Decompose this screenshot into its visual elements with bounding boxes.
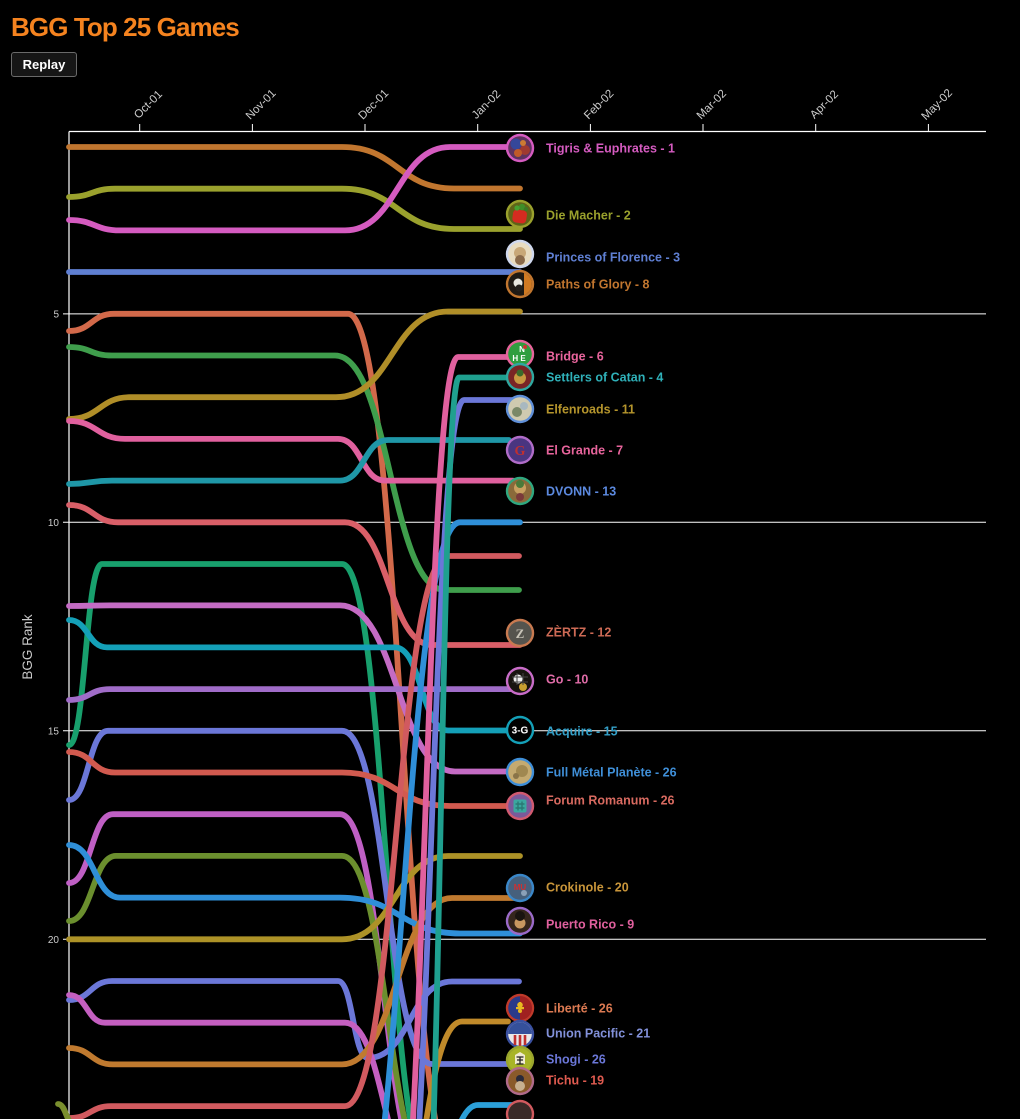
svg-text:Apr-02: Apr-02 — [808, 88, 841, 121]
svg-text:Tichu - 19: Tichu - 19 — [546, 1073, 604, 1087]
svg-text:El Grande - 7: El Grande - 7 — [546, 443, 623, 457]
svg-text:Die Macher - 2: Die Macher - 2 — [546, 208, 631, 222]
svg-text:Acquire - 15: Acquire - 15 — [546, 724, 618, 738]
svg-text:Tigris & Euphrates - 1: Tigris & Euphrates - 1 — [546, 141, 675, 155]
svg-text:10: 10 — [48, 518, 60, 529]
svg-text:20: 20 — [48, 935, 60, 946]
svg-text:Nov-01: Nov-01 — [244, 88, 279, 123]
svg-text:Bridge - 6: Bridge - 6 — [546, 349, 604, 363]
svg-text:Crokinole - 20: Crokinole - 20 — [546, 880, 629, 894]
svg-text:Mar-02: Mar-02 — [695, 88, 729, 122]
svg-text:Princes of Florence - 3: Princes of Florence - 3 — [546, 250, 680, 264]
svg-text:Liberté - 26: Liberté - 26 — [546, 1001, 613, 1015]
svg-text:Jan-02: Jan-02 — [470, 88, 503, 121]
svg-text:Go - 10: Go - 10 — [546, 672, 588, 686]
svg-text:3-G: 3-G — [512, 726, 529, 737]
svg-text:ZÈRTZ - 12: ZÈRTZ - 12 — [546, 624, 611, 639]
svg-text:G: G — [515, 444, 526, 459]
svg-text:5: 5 — [53, 309, 59, 320]
svg-text:Z: Z — [516, 626, 525, 641]
svg-text:Elfenroads - 11: Elfenroads - 11 — [546, 402, 635, 416]
svg-text:Union Pacific - 21: Union Pacific - 21 — [546, 1026, 650, 1040]
svg-text:H E: H E — [512, 354, 526, 363]
svg-text:Paths of Glory - 8: Paths of Glory - 8 — [546, 277, 650, 291]
svg-text:MU: MU — [514, 883, 527, 892]
svg-text:Shogi - 26: Shogi - 26 — [546, 1052, 606, 1066]
svg-text:N: N — [519, 345, 525, 354]
svg-text:Puerto Rico - 9: Puerto Rico - 9 — [546, 917, 634, 931]
svg-text:Full Métal Planète - 26: Full Métal Planète - 26 — [546, 765, 677, 779]
svg-text:May-02: May-02 — [919, 87, 955, 123]
svg-text:Settlers of Catan - 4: Settlers of Catan - 4 — [546, 370, 663, 384]
svg-text:Oct-01: Oct-01 — [132, 88, 165, 121]
svg-text:DVONN - 13: DVONN - 13 — [546, 484, 616, 498]
svg-text:Dec-01: Dec-01 — [357, 88, 392, 123]
svg-text:BGG Rank: BGG Rank — [20, 614, 35, 680]
svg-text:Forum Romanum - 26: Forum Romanum - 26 — [546, 793, 675, 807]
svg-text:15: 15 — [48, 726, 60, 737]
svg-text:Feb-02: Feb-02 — [582, 88, 616, 122]
